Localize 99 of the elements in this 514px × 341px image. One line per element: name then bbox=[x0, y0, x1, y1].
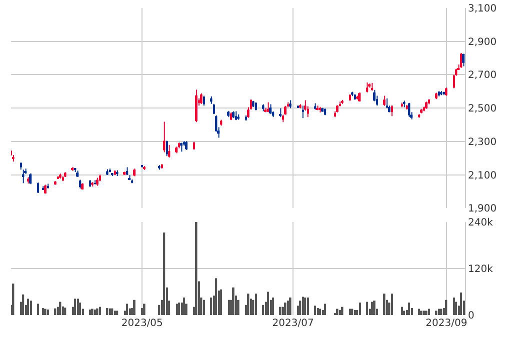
bar bbox=[359, 302, 361, 315]
bar bbox=[54, 308, 56, 315]
bar bbox=[354, 310, 356, 315]
bar bbox=[324, 304, 326, 315]
y-tick-label: 2,500 bbox=[468, 104, 497, 115]
bar bbox=[89, 310, 91, 315]
bar bbox=[126, 304, 128, 315]
bar bbox=[12, 284, 14, 315]
y-tick-label: 2,700 bbox=[468, 70, 497, 82]
bar bbox=[341, 306, 344, 315]
bar bbox=[304, 298, 306, 315]
bar bbox=[232, 287, 234, 315]
bar bbox=[317, 308, 319, 315]
y-tick-label: 1,900 bbox=[468, 204, 497, 215]
bar bbox=[44, 308, 46, 315]
bar bbox=[289, 298, 292, 315]
y-tick-label: 0 bbox=[468, 310, 474, 322]
bar bbox=[74, 298, 76, 315]
bar bbox=[203, 300, 205, 315]
bar bbox=[282, 306, 284, 315]
bar bbox=[262, 304, 264, 315]
bar bbox=[435, 310, 438, 315]
bar bbox=[299, 300, 302, 315]
bar bbox=[445, 300, 448, 315]
bar bbox=[383, 294, 386, 315]
bar bbox=[91, 308, 94, 315]
bar bbox=[178, 302, 180, 315]
bar bbox=[141, 308, 143, 315]
bar bbox=[255, 294, 257, 315]
bar bbox=[111, 308, 114, 315]
bar bbox=[307, 298, 309, 315]
bar bbox=[27, 298, 30, 315]
y-tick-label: 2,300 bbox=[468, 136, 497, 148]
bar bbox=[428, 308, 430, 315]
bar bbox=[42, 308, 44, 315]
bar bbox=[183, 298, 185, 315]
x-tick-label: 2023/09 bbox=[426, 318, 468, 329]
bar bbox=[143, 304, 146, 315]
bar bbox=[351, 308, 354, 315]
bar bbox=[423, 310, 425, 315]
bar bbox=[133, 300, 136, 315]
bar bbox=[267, 292, 270, 315]
bar bbox=[425, 310, 428, 315]
bar bbox=[279, 306, 282, 315]
bar bbox=[237, 300, 240, 315]
bar bbox=[163, 232, 166, 315]
bar bbox=[302, 296, 304, 315]
bar bbox=[438, 308, 440, 315]
bar bbox=[287, 300, 289, 315]
y-tick-label: 240k bbox=[468, 217, 494, 228]
bar bbox=[37, 304, 39, 315]
bar bbox=[30, 300, 32, 315]
bar bbox=[96, 308, 98, 315]
bar bbox=[106, 308, 108, 315]
y-tick-label: 3,100 bbox=[468, 4, 497, 14]
bar bbox=[339, 310, 341, 315]
bar bbox=[22, 294, 24, 315]
bar bbox=[319, 308, 321, 315]
bar bbox=[272, 298, 274, 315]
bar bbox=[79, 302, 81, 315]
x-tick-label: 2023/07 bbox=[272, 318, 314, 329]
bar bbox=[453, 298, 455, 315]
bar bbox=[195, 222, 198, 315]
bar bbox=[109, 308, 111, 315]
bar bbox=[373, 300, 376, 315]
bar bbox=[418, 308, 420, 315]
bar bbox=[99, 306, 101, 315]
bar bbox=[64, 308, 66, 315]
bar bbox=[455, 302, 458, 315]
y-tick-label: 120k bbox=[468, 264, 494, 275]
bar bbox=[247, 294, 250, 315]
bar bbox=[401, 306, 403, 315]
bar bbox=[62, 306, 64, 315]
bar bbox=[408, 302, 410, 315]
bar bbox=[228, 300, 230, 315]
bar bbox=[116, 310, 118, 315]
bar bbox=[215, 278, 218, 315]
bar bbox=[47, 310, 49, 315]
bar bbox=[94, 310, 96, 315]
bar bbox=[77, 298, 79, 315]
bar bbox=[210, 298, 212, 315]
x-tick-label: 2023/05 bbox=[121, 318, 163, 329]
bar bbox=[114, 310, 116, 315]
y-tick-label: 2,900 bbox=[468, 36, 497, 48]
bar bbox=[129, 308, 131, 315]
bar bbox=[366, 302, 368, 315]
bar bbox=[176, 304, 178, 315]
y-tick-label: 2,100 bbox=[468, 170, 497, 182]
bar bbox=[403, 310, 406, 315]
bar bbox=[336, 308, 338, 315]
bar bbox=[460, 292, 462, 315]
bar bbox=[391, 294, 393, 315]
bar bbox=[371, 302, 373, 315]
bar bbox=[349, 308, 351, 315]
bar bbox=[314, 306, 316, 315]
bar bbox=[284, 302, 286, 315]
bar bbox=[59, 302, 62, 315]
bar bbox=[220, 289, 222, 315]
bar bbox=[420, 310, 422, 315]
